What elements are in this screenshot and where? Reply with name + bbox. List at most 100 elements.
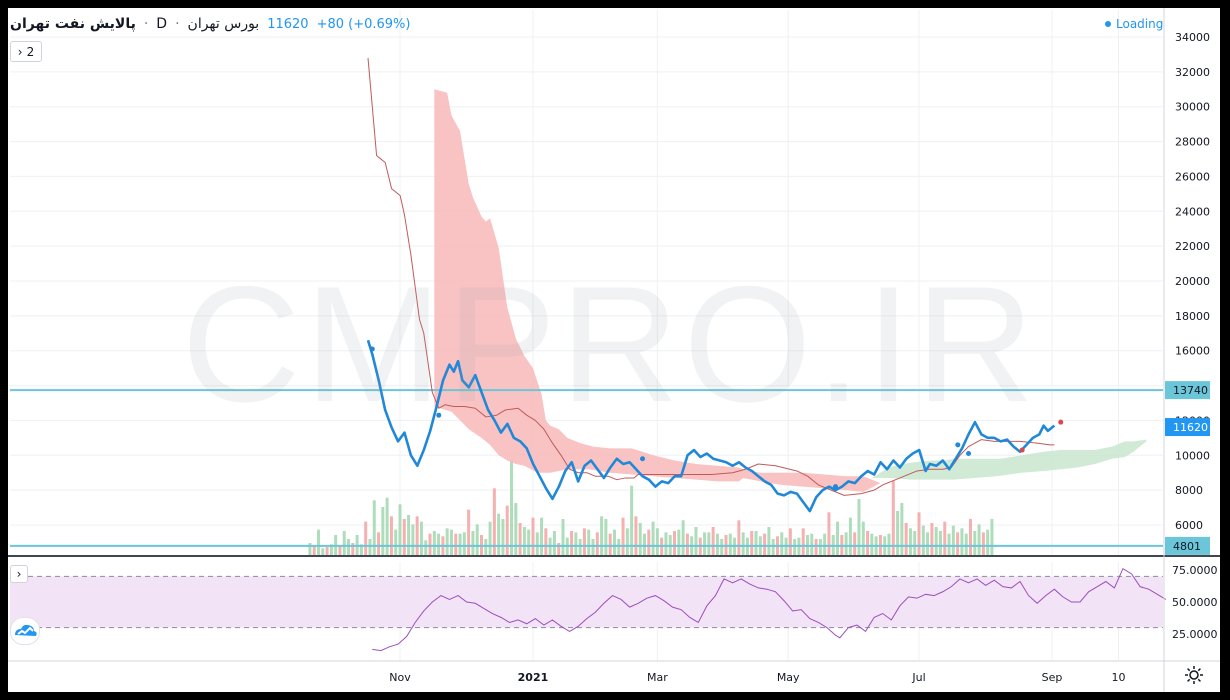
price-tag-label: 13740 [1173,384,1208,397]
volume-bar [990,519,994,555]
volume-bar [870,533,874,555]
volume-bar [673,531,677,555]
volume-bar [612,529,616,555]
volume-bar [801,528,805,555]
volume-bar [651,521,655,555]
symbol-header[interactable]: پالایش نفت تهران · D · بورس تهران 11620 … [10,14,410,34]
volume-bar [377,532,381,555]
time-axis-label: May [777,671,800,684]
volume-bar [424,540,428,555]
volume-bar [655,528,659,555]
tradingview-logo[interactable] [10,617,40,645]
volume-bar [381,507,385,555]
volume-bar [368,539,372,555]
volume-bar [638,523,642,555]
volume-bar [943,521,947,555]
volume-bar [711,527,715,555]
volume-bar [471,531,475,555]
signal-marker [955,442,961,448]
indicators-collapse-button[interactable]: › 2 [10,41,42,62]
volume-bar [574,532,578,555]
volume-bar [364,521,368,555]
price-axis-label: 10000 [1175,449,1210,462]
volume-bar [771,539,775,555]
volume-bar [531,517,535,555]
volume-bar [342,531,346,555]
volume-bar [484,539,488,555]
signal-marker [436,412,442,418]
volume-bar [921,525,925,555]
volume-bar [561,519,565,555]
time-axis-label: 2021 [518,671,549,684]
rsi-collapse-button[interactable]: › [10,565,28,583]
time-axis-label: 10 [1111,671,1125,684]
loading-dot-icon [1105,21,1111,27]
rsi-band [10,576,1163,628]
price-tag-label: 11620 [1173,421,1208,434]
volume-bar [462,532,466,555]
volume-bar [754,531,758,555]
volume-bar [595,532,599,555]
volume-bar [527,529,531,555]
volume-bar [402,519,406,555]
volume-bar [522,527,526,555]
volume-bar [934,527,938,555]
loading-indicator: Loading [1105,17,1163,31]
volume-bar [317,529,320,555]
price-axis-label: 24000 [1175,205,1210,218]
volume-bar [347,539,351,555]
volume-bar [848,517,852,555]
volume-bar [891,480,895,555]
volume-bar [728,533,732,555]
volume-bar [857,499,861,555]
volume-bar [930,523,934,555]
volume-bar [823,533,827,555]
volume-bar [492,488,496,555]
volume-bar [767,527,771,555]
volume-bar [866,531,870,555]
volume-bar [896,511,900,555]
last-price: 11620 [267,16,309,32]
price-axis-label: 8000 [1175,484,1203,497]
interval-label[interactable]: D [156,16,168,32]
volume-bar [960,528,964,555]
chevron-right-icon: › [16,567,22,581]
price-change: +80 (+0.69%) [316,16,411,32]
volume-bar [582,528,586,555]
volume-bar [411,524,415,555]
price-axis-label: 16000 [1175,345,1210,358]
volume-bar [956,532,960,555]
indicator-count: 2 [26,44,35,59]
volume-bar [926,532,930,555]
volume-bar [951,525,955,555]
volume-bar [458,533,462,555]
volume-bar [741,532,745,555]
volume-bar [604,519,608,555]
volume-bar [308,543,312,555]
volume-bar [904,523,908,555]
settings-gear-icon[interactable] [1183,664,1205,686]
volume-bar [643,533,646,555]
volume-bar [497,513,501,555]
time-axis-label: Mar [647,671,668,684]
volume-bar [312,545,316,555]
signal-marker [1058,419,1064,425]
volume-bar [351,543,355,555]
volume-bar [621,517,625,555]
time-axis-label: Nov [389,671,411,684]
loading-text: Loading [1116,17,1164,31]
volume-bar [685,533,689,555]
volume-bar [625,528,629,555]
price-line [366,339,1056,513]
volume-bar [969,519,972,555]
volume-bar [321,548,325,555]
volume-bar [505,505,509,555]
price-axis: 6000800010000120001400016000180002000022… [1165,31,1210,555]
volume-bar [415,516,419,555]
volume-bar [535,532,539,555]
volume-bar [630,485,634,555]
price-axis-label: 32000 [1175,66,1210,79]
volume-bar [518,523,522,555]
volume-bar [913,531,917,555]
